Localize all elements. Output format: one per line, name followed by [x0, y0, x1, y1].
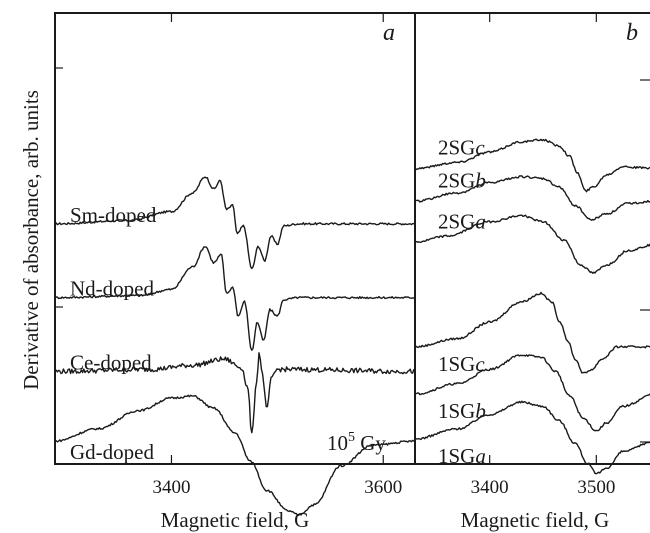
series-label: Sm-doped — [70, 203, 157, 227]
series-label: 2SGb — [438, 168, 486, 192]
x-axis-label-b: Magnetic field, G — [461, 508, 610, 532]
panel-b-frame — [414, 12, 650, 465]
panel-a-letter: a — [383, 20, 395, 46]
y-axis-label: Derivative of absorbance, arb. units — [19, 90, 43, 390]
dose-annotation: 105 Gy — [327, 430, 386, 455]
series-label: 2SGc — [438, 135, 485, 159]
panel-a-frame — [54, 12, 416, 465]
series-label: Nd-doped — [70, 277, 154, 301]
series-label: 1SGa — [438, 444, 486, 468]
panel-a-plot: 3400 3600 Sm-doped Nd-doped Ce-doped Gd-doped — [54, 13, 416, 517]
series-label: Ce-doped — [70, 350, 152, 374]
x-tick-label: 3600 — [364, 477, 402, 498]
series-label: 1SGc — [438, 352, 485, 376]
series-line — [414, 400, 650, 475]
x-tick-label: 3400 — [152, 477, 190, 498]
series-line — [54, 394, 416, 517]
series-line — [54, 176, 416, 270]
series-line — [414, 175, 650, 221]
x-axis-label-a: Magnetic field, G — [161, 508, 310, 532]
panel-b-letter: b — [626, 20, 638, 46]
x-tick-label: 3400 — [471, 477, 509, 498]
series-line — [54, 246, 416, 351]
panel-b-plot: 3400 3500 2SGc 2SGb 2SGa 1SGc 1SGb 1SGa — [414, 13, 650, 498]
series-line — [414, 214, 650, 274]
series-line — [54, 352, 415, 434]
series-label: Gd-doped — [70, 440, 154, 464]
series-line — [414, 354, 650, 432]
x-tick-label: 3500 — [577, 477, 615, 498]
series-line — [414, 138, 650, 193]
series-line — [414, 291, 650, 374]
series-label: 2SGa — [438, 209, 486, 233]
series-label: 1SGb — [438, 399, 486, 423]
